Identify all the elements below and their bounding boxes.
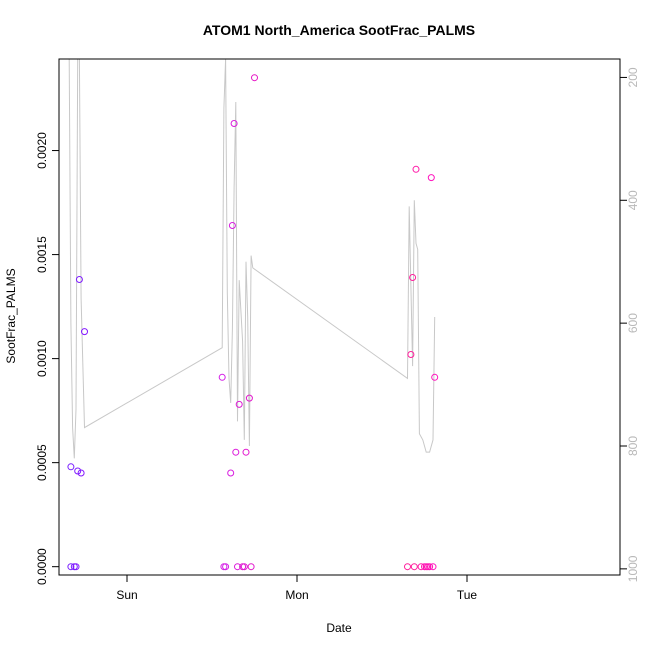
x-tick-label-0: Sun [116,588,137,602]
y-tick-label-2: 0.0010 [35,340,49,377]
data-point-16 [235,400,243,408]
data-point-23 [404,563,411,571]
data-point-8 [218,373,226,381]
data-point-0 [67,563,75,571]
altitude-line-0 [68,58,436,459]
data-point-25 [409,274,417,281]
data-point-11 [227,469,235,477]
plot-points [67,74,439,571]
data-point-33 [427,174,435,182]
data-point-32 [426,563,434,571]
data-point-26 [410,563,418,571]
y-axis-label: SootFrac_PALMS [4,268,18,363]
data-point-2 [72,563,80,571]
right-tick-label-1: 400 [626,190,640,210]
data-point-27 [412,165,420,173]
data-point-3 [67,463,75,471]
right-tick-label-3: 800 [626,436,640,456]
data-point-14 [232,448,240,456]
right-tick-label-4: 1000 [626,555,640,582]
data-point-21 [247,563,255,571]
y-tick-label-3: 0.0015 [35,236,49,273]
y-tick-label-1: 0.0005 [35,444,49,481]
right-tick-label-2: 600 [626,313,640,333]
plot-frame [58,58,621,576]
data-point-13 [230,120,238,127]
data-point-24 [407,351,415,358]
x-axis-label: Date [326,621,352,635]
data-point-5 [77,469,85,477]
data-point-28 [417,563,425,571]
data-point-15 [234,563,241,571]
data-point-18 [240,563,248,571]
data-point-22 [251,74,258,82]
chart-title: ATOM1 North_America SootFrac_PALMS [203,22,475,38]
data-point-34 [429,563,437,571]
plot-lines [68,58,436,459]
data-point-10 [222,563,230,571]
data-point-7 [81,328,88,336]
data-point-6 [75,276,83,283]
x-tick-label-2: Tue [457,588,478,602]
x-tick-label-1: Mon [285,588,308,602]
data-point-4 [74,467,82,475]
data-point-19 [242,448,250,456]
data-point-20 [245,394,253,402]
y-tick-label-4: 0.0020 [35,132,49,169]
y-tick-label-0: 0.0000 [35,548,49,585]
data-point-12 [228,222,236,229]
right-tick-label-0: 200 [626,67,640,87]
data-point-35 [431,373,439,381]
